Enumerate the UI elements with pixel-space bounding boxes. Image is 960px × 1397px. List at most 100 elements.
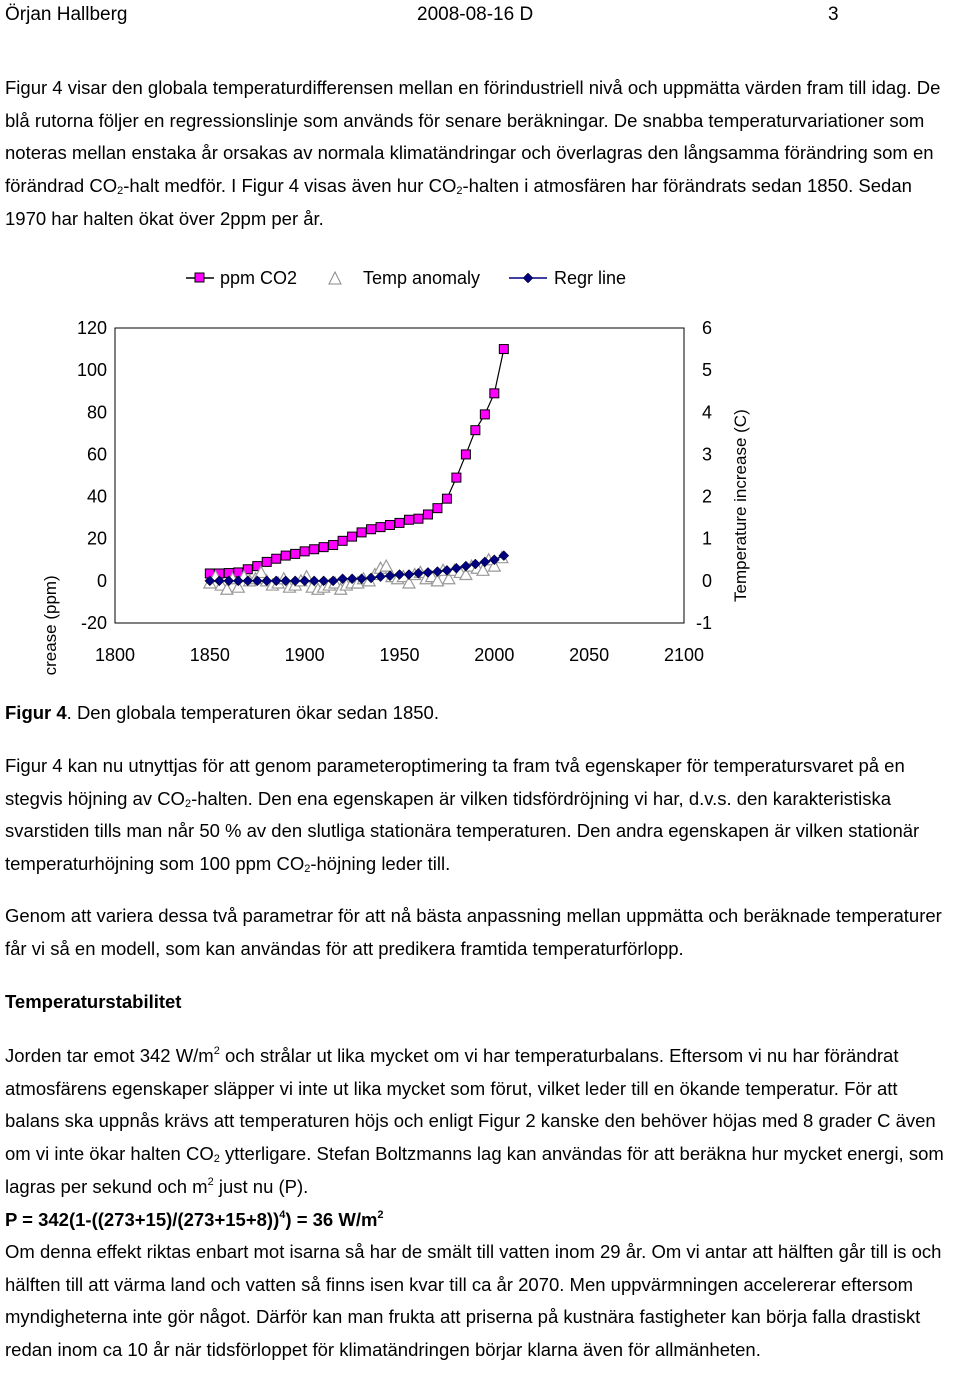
x-tick-label: 2100 bbox=[664, 645, 704, 665]
regr-point bbox=[441, 564, 453, 576]
regr-point bbox=[261, 575, 273, 587]
x-tick-label: 1900 bbox=[285, 645, 325, 665]
left-tick-label: 40 bbox=[87, 487, 107, 507]
temp-point bbox=[231, 579, 246, 593]
temp-point bbox=[401, 575, 416, 589]
chart-legend: ppm CO2 Temp anomaly Regr line bbox=[186, 268, 626, 288]
regr-point bbox=[337, 573, 348, 585]
co2-point bbox=[489, 388, 500, 399]
regr-point bbox=[470, 558, 481, 570]
header-page-number: 3 bbox=[828, 4, 839, 25]
regr-point bbox=[346, 573, 358, 585]
co2-point bbox=[422, 509, 433, 520]
co2-point bbox=[394, 517, 405, 528]
intro-paragraph: Figur 4 visar den globala temperaturdiff… bbox=[5, 77, 941, 229]
temp-point bbox=[475, 563, 490, 576]
regr-point bbox=[289, 575, 301, 587]
right-tick-label: 6 bbox=[702, 318, 712, 338]
regr-point bbox=[413, 567, 424, 579]
left-tick-label: -20 bbox=[81, 613, 107, 633]
co2-point bbox=[479, 409, 490, 420]
x-tick-label: 1800 bbox=[95, 645, 135, 665]
legend-regr-marker bbox=[522, 272, 534, 284]
co2-point bbox=[413, 513, 424, 524]
regr-point bbox=[384, 570, 396, 582]
right-tick-label: 3 bbox=[702, 444, 712, 464]
left-axis-label: CO2 increase (ppm) bbox=[41, 575, 62, 675]
co2-point bbox=[385, 520, 396, 531]
formula: P = 342(1-((273+15)/(273+15+8))4) = 36 W… bbox=[5, 1209, 384, 1230]
co2-point bbox=[451, 472, 462, 483]
regr-point bbox=[327, 575, 339, 587]
x-tick-label: 2000 bbox=[474, 645, 514, 665]
co2-point bbox=[460, 449, 471, 460]
right-tick-label: 2 bbox=[702, 487, 712, 507]
regr-point bbox=[223, 575, 235, 587]
co2-point bbox=[280, 550, 291, 561]
x-tick-label: 1950 bbox=[379, 645, 419, 665]
header-author: Örjan Hallberg bbox=[5, 4, 128, 25]
regr-point bbox=[299, 575, 311, 587]
temp-point bbox=[219, 582, 234, 595]
figure-4-chart: ppm CO2 Temp anomaly Regr line 120100806… bbox=[41, 268, 750, 675]
regr-point bbox=[451, 562, 462, 574]
legend-temp-marker bbox=[328, 270, 342, 285]
regr-point bbox=[460, 560, 472, 572]
temp-point bbox=[458, 567, 473, 581]
x-tick-label: 1850 bbox=[190, 645, 230, 665]
regr-point bbox=[498, 550, 510, 561]
regr-point bbox=[394, 569, 405, 580]
left-tick-label: 80 bbox=[87, 402, 107, 422]
regr-point bbox=[365, 572, 377, 584]
paragraph-4: Jorden tar emot 342 W/m2 och strålar ut … bbox=[5, 1045, 944, 1197]
co2-point bbox=[366, 524, 377, 535]
paragraph-3: Genom att variera dessa två parametrar f… bbox=[5, 905, 942, 959]
section-heading: Temperaturstabilitet bbox=[5, 991, 182, 1012]
regr-point bbox=[213, 575, 225, 587]
regr-point bbox=[232, 575, 244, 587]
co2-point bbox=[403, 514, 414, 525]
regr-point bbox=[479, 556, 491, 568]
left-axis-ticks: 120 100 80 60 40 20 0 -20 bbox=[77, 318, 107, 633]
regr-point bbox=[308, 575, 320, 587]
left-tick-label: 0 bbox=[97, 571, 107, 591]
regr-point bbox=[356, 573, 367, 585]
regr-point bbox=[251, 575, 263, 587]
co2-point bbox=[347, 531, 358, 542]
figure-caption: Figur 4. Den globala temperaturen ökar s… bbox=[5, 702, 439, 723]
regr-point bbox=[432, 566, 443, 577]
right-tick-label: 0 bbox=[702, 571, 712, 591]
regr-point bbox=[270, 575, 282, 587]
temp-point bbox=[487, 558, 502, 572]
co2-point bbox=[375, 522, 386, 533]
temp-point bbox=[441, 571, 456, 585]
regr-point bbox=[375, 571, 386, 582]
co2-point bbox=[337, 535, 348, 546]
right-tick-label: 5 bbox=[702, 360, 712, 380]
x-axis-ticks: 1800 1850 1900 1950 2000 2050 2100 bbox=[95, 645, 704, 665]
paragraph-2: Figur 4 kan nu utnyttjas för att genom p… bbox=[5, 755, 920, 876]
right-tick-label: -1 bbox=[696, 613, 712, 633]
right-axis-label: Temperature increase (C) bbox=[731, 409, 750, 602]
series-regr bbox=[204, 550, 510, 587]
right-axis-ticks: 6 5 4 3 2 1 0 -1 bbox=[696, 318, 712, 633]
co2-point bbox=[299, 546, 310, 557]
co2-point bbox=[441, 493, 452, 504]
co2-point bbox=[328, 540, 339, 551]
co2-point bbox=[470, 425, 481, 436]
co2-point bbox=[261, 556, 272, 567]
co2-point bbox=[318, 542, 329, 553]
regr-point bbox=[242, 575, 254, 587]
paragraph-5: Om denna effekt riktas enbart mot isarna… bbox=[5, 1241, 942, 1361]
temp-point bbox=[254, 565, 269, 579]
series-co2 bbox=[204, 344, 509, 579]
left-tick-label: 20 bbox=[87, 529, 107, 549]
regr-point bbox=[204, 575, 216, 587]
co2-point bbox=[271, 553, 282, 564]
legend-co2-label: ppm CO2 bbox=[220, 268, 297, 288]
co2-point bbox=[356, 527, 367, 538]
left-tick-label: 100 bbox=[77, 360, 107, 380]
temp-point bbox=[430, 573, 445, 587]
temp-point bbox=[379, 558, 394, 572]
co2-point bbox=[290, 548, 301, 559]
